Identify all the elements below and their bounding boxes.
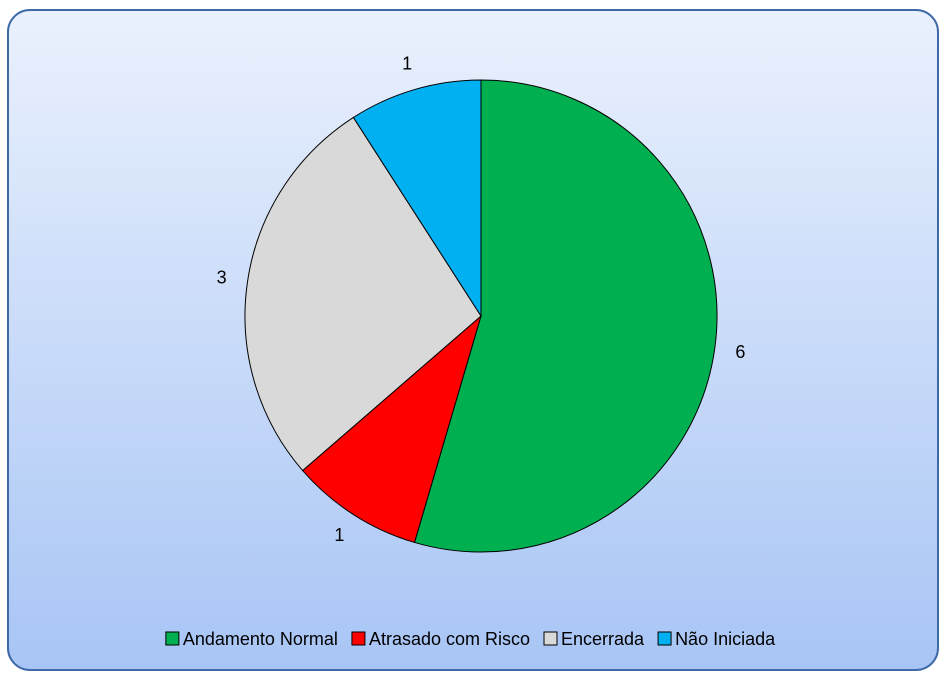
data-label: 1	[334, 525, 344, 545]
pie-slice	[244, 116, 482, 472]
legend-swatch	[351, 631, 366, 646]
legend-swatch	[657, 631, 672, 646]
legend-label: Não Iniciada	[675, 629, 776, 649]
plot: 6 1 3 1	[217, 53, 745, 553]
data-label: 6	[735, 342, 745, 362]
pie-slice	[301, 314, 482, 544]
legend-swatch	[165, 631, 180, 646]
data-label: 3	[217, 267, 227, 287]
legend: Andamento Normal Atrasado com Risco Encerr…	[165, 629, 776, 649]
data-label: 1	[402, 53, 412, 73]
legend-label: Atrasado com Risco	[369, 629, 530, 649]
pie-slice	[352, 79, 482, 318]
legend-swatch	[543, 631, 558, 646]
legend-label: Andamento Normal	[183, 629, 338, 649]
legend-label: Encerrada	[561, 629, 645, 649]
pie-slice	[413, 79, 718, 553]
